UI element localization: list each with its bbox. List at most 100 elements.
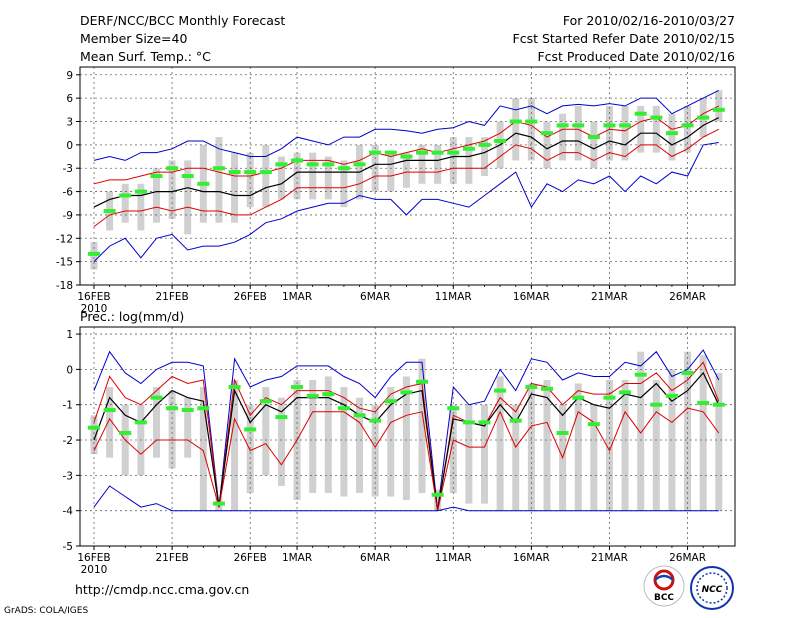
y-tick-label: -2	[63, 435, 73, 447]
series-upper-line	[93, 105, 720, 185]
median-marker	[587, 135, 600, 140]
spread-box	[277, 156, 285, 200]
y-tick-label: -6	[63, 187, 74, 199]
spread-box	[293, 152, 301, 200]
median-marker	[181, 174, 194, 178]
spread-box	[496, 376, 504, 511]
y-tick-label: 1	[66, 329, 73, 341]
footer-credit: GrADS: COLA/IGES	[4, 606, 88, 616]
median-marker	[259, 399, 272, 404]
median-marker	[650, 402, 663, 407]
x-tick-label: 16MAR	[513, 291, 550, 303]
spread-box	[168, 390, 176, 469]
median-marker	[353, 413, 366, 418]
spread-box	[371, 404, 379, 497]
spread-box	[465, 137, 473, 184]
footer-url[interactable]: http://cmdp.ncc.cma.gov.cn	[75, 582, 249, 597]
spread-box	[621, 379, 629, 511]
spread-box	[699, 355, 707, 511]
series-lower-line	[93, 407, 720, 511]
x-tick-label: 26MAR	[669, 552, 706, 564]
spread-box	[387, 387, 395, 497]
median-marker	[712, 107, 725, 112]
series-mean-line	[93, 117, 720, 208]
median-marker	[384, 150, 397, 155]
median-marker	[369, 150, 382, 155]
spread-box	[605, 379, 613, 511]
median-marker	[291, 385, 304, 390]
y-tick-label: -1	[63, 400, 73, 412]
x-year-label: 2010	[81, 303, 108, 315]
bcc-logo-label: BCC	[654, 593, 674, 603]
y-tick-label: 9	[66, 70, 73, 82]
y-tick-label: -3	[63, 163, 73, 175]
y-tick-label: 6	[66, 93, 73, 105]
spread-box	[512, 98, 520, 161]
median-marker	[697, 400, 710, 405]
spread-box	[231, 379, 239, 511]
median-marker	[587, 422, 600, 427]
median-marker	[103, 408, 116, 413]
y-tick-label: -15	[56, 257, 73, 269]
spread-box	[512, 404, 520, 511]
x-tick-label: 26MAR	[669, 291, 706, 303]
y-tick-label: -12	[56, 233, 73, 245]
precip-panel-title: Prec.: log(mm/d)	[80, 309, 184, 324]
median-marker	[166, 406, 179, 411]
spread-box	[574, 383, 582, 511]
median-marker	[212, 166, 225, 171]
spread-box	[684, 351, 692, 511]
median-marker	[572, 395, 585, 400]
median-marker	[322, 392, 335, 397]
temperature-panel: -18 -15 -12 -9 -6 -3 0 3 6 9 16FEB 21FEB 26FEB 1MAR 6M…	[56, 66, 736, 315]
plot-frame	[79, 326, 736, 547]
x-tick-label: 26FEB	[234, 552, 267, 564]
spread-box	[324, 156, 332, 200]
y-tick-label: -3	[63, 470, 73, 482]
spread-box	[309, 152, 317, 200]
median-marker	[259, 170, 272, 175]
median-marker	[166, 166, 179, 171]
spread-box	[574, 105, 582, 161]
header-title: DERF/NCC/BCC Monthly Forecast	[80, 13, 285, 28]
median-marker	[306, 162, 319, 167]
spread-box	[543, 379, 551, 511]
median-marker	[603, 123, 616, 128]
x-tick-label: 1MAR	[282, 552, 312, 564]
median-marker	[650, 115, 663, 120]
x-tick-label: 6MAR	[360, 291, 390, 303]
x-year-label: 2010	[81, 564, 108, 576]
y-tick-label: 0	[66, 364, 73, 376]
spread-box	[309, 379, 317, 494]
spread-box	[418, 358, 426, 494]
median-marker	[462, 420, 475, 425]
median-marker	[322, 162, 335, 167]
precip-panel: -5 -4 -3 -2 -1 0 1 16FEB 21FEB 26FEB 1MAR 6MAR 11MAR…	[63, 326, 736, 576]
spread-box	[402, 376, 410, 501]
spread-box	[121, 183, 129, 223]
y-tick-label: 0	[66, 140, 73, 152]
spread-box	[324, 376, 332, 494]
median-marker	[665, 393, 678, 398]
spread-box	[199, 387, 207, 511]
y-tick-label: 3	[66, 117, 73, 129]
median-marker	[572, 123, 585, 128]
median-marker	[634, 372, 647, 377]
spread-box	[449, 137, 457, 184]
bcc-logo: BCC	[643, 565, 685, 607]
median-marker	[634, 111, 647, 116]
spread-box	[340, 387, 348, 497]
y-tick-label: -4	[63, 506, 74, 518]
median-marker	[291, 158, 304, 163]
spread-box	[262, 144, 270, 208]
median-marker	[103, 209, 116, 214]
spread-box	[590, 121, 598, 169]
median-marker	[556, 430, 569, 435]
y-tick-label: -5	[63, 541, 73, 553]
spread-box	[90, 415, 98, 455]
median-marker	[197, 181, 210, 186]
x-tick-label: 1MAR	[282, 291, 312, 303]
median-marker	[556, 123, 569, 128]
spread-box	[152, 387, 160, 458]
